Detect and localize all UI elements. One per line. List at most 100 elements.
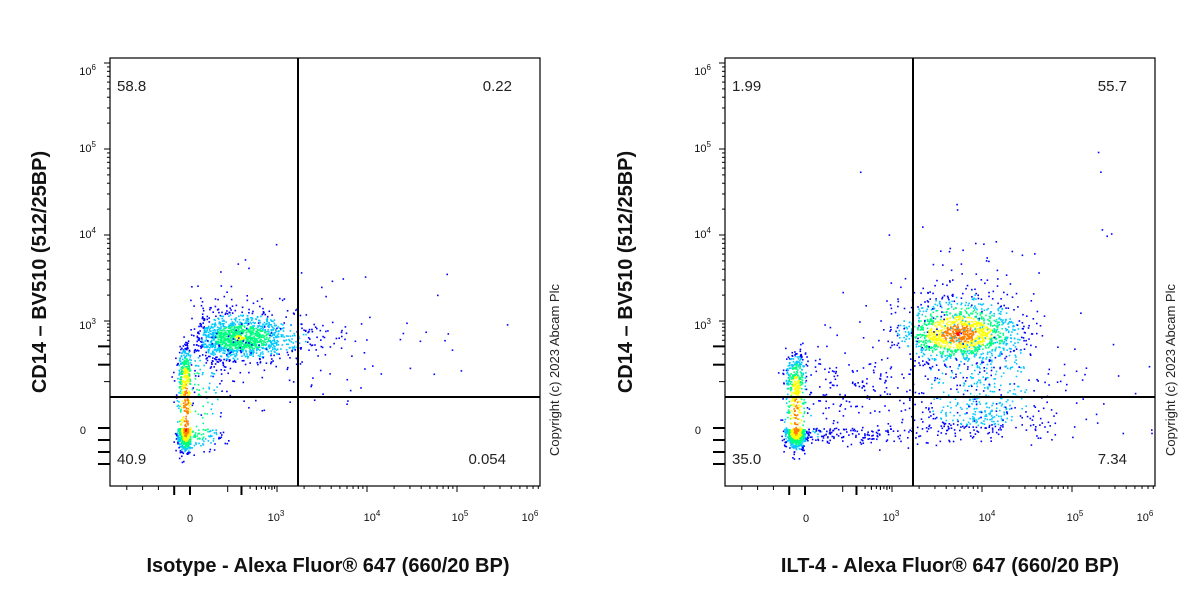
- event-dot: [228, 332, 230, 334]
- event-dot: [792, 352, 794, 354]
- event-dot: [209, 321, 211, 323]
- event-dot: [953, 332, 955, 334]
- event-dot: [250, 326, 252, 328]
- event-dot: [185, 368, 187, 370]
- event-dot: [208, 356, 210, 358]
- event-dot: [947, 321, 949, 323]
- event-dot: [235, 353, 237, 355]
- event-dot: [271, 326, 273, 328]
- event-dot: [923, 344, 925, 346]
- event-dot: [916, 353, 918, 355]
- event-dot: [996, 371, 998, 373]
- event-dot: [177, 421, 179, 423]
- event-dot: [243, 400, 245, 402]
- event-dot: [923, 311, 925, 313]
- event-dot: [1008, 307, 1010, 309]
- event-dot: [983, 367, 985, 369]
- event-dot: [935, 304, 937, 306]
- event-dot: [195, 375, 197, 377]
- event-dot: [199, 330, 201, 332]
- event-dot: [201, 337, 203, 339]
- event-dot: [1003, 349, 1005, 351]
- event-dot: [977, 337, 979, 339]
- event-dot: [792, 398, 794, 400]
- event-dot: [934, 308, 936, 310]
- event-dot: [973, 334, 975, 336]
- event-dot: [943, 312, 945, 314]
- event-dot: [803, 421, 805, 423]
- event-dot: [245, 356, 247, 358]
- event-dot: [782, 419, 784, 421]
- event-dot: [234, 360, 236, 362]
- event-dot: [296, 358, 298, 360]
- event-dot: [990, 357, 992, 359]
- event-dot: [792, 377, 794, 379]
- event-dot: [1001, 328, 1003, 330]
- event-dot: [236, 305, 238, 307]
- event-dot: [247, 317, 249, 319]
- event-dot: [979, 368, 981, 370]
- event-dot: [986, 357, 988, 359]
- event-dot: [970, 325, 972, 327]
- event-dot: [797, 424, 799, 426]
- event-dot: [366, 339, 368, 341]
- event-dot: [997, 334, 999, 336]
- event-dot: [185, 381, 187, 383]
- event-dot: [292, 347, 294, 349]
- event-dot: [247, 339, 249, 341]
- event-dot: [247, 344, 249, 346]
- event-dot: [282, 334, 284, 336]
- event-dot: [312, 377, 314, 379]
- event-dot: [211, 372, 213, 374]
- event-dot: [962, 318, 964, 320]
- event-dot: [934, 377, 936, 379]
- event-dot: [1008, 326, 1010, 328]
- event-dot: [444, 340, 446, 342]
- event-dot: [796, 382, 798, 384]
- event-dot: [1024, 391, 1026, 393]
- event-dot: [181, 403, 183, 405]
- event-dot: [897, 306, 899, 308]
- event-dot: [246, 334, 248, 336]
- event-dot: [801, 369, 803, 371]
- event-dot: [803, 433, 805, 435]
- event-dot: [216, 434, 218, 436]
- event-dot: [186, 393, 188, 395]
- event-dot: [265, 331, 267, 333]
- event-dot: [249, 345, 251, 347]
- event-dot: [946, 333, 948, 335]
- event-dot: [235, 345, 237, 347]
- event-dot: [899, 347, 901, 349]
- event-dot: [187, 445, 189, 447]
- event-dot: [188, 434, 190, 436]
- event-dot: [270, 346, 272, 348]
- event-dot: [970, 328, 972, 330]
- event-dot: [251, 317, 253, 319]
- event-dot: [956, 315, 958, 317]
- event-dot: [183, 453, 185, 455]
- event-dot: [227, 345, 229, 347]
- event-dot: [228, 326, 230, 328]
- event-dot: [272, 347, 274, 349]
- event-dot: [177, 406, 179, 408]
- event-dot: [909, 353, 911, 355]
- event-dot: [216, 343, 218, 345]
- event-dot: [790, 445, 792, 447]
- event-dot: [916, 344, 918, 346]
- event-dot: [183, 461, 185, 463]
- event-dot: [301, 272, 303, 274]
- event-dot: [198, 365, 200, 367]
- event-dot: [802, 343, 804, 345]
- event-dot: [786, 403, 788, 405]
- event-dot: [918, 313, 920, 315]
- event-dot: [210, 353, 212, 355]
- event-dot: [215, 316, 217, 318]
- event-dot: [204, 429, 206, 431]
- event-dot: [225, 312, 227, 314]
- x-axis-label: Isotype - Alexa Fluor® 647 (660/20 BP): [146, 555, 509, 577]
- event-dot: [999, 343, 1001, 345]
- event-dot: [233, 322, 235, 324]
- event-dot: [925, 310, 927, 312]
- event-dot: [278, 331, 280, 333]
- event-dot: [823, 394, 825, 396]
